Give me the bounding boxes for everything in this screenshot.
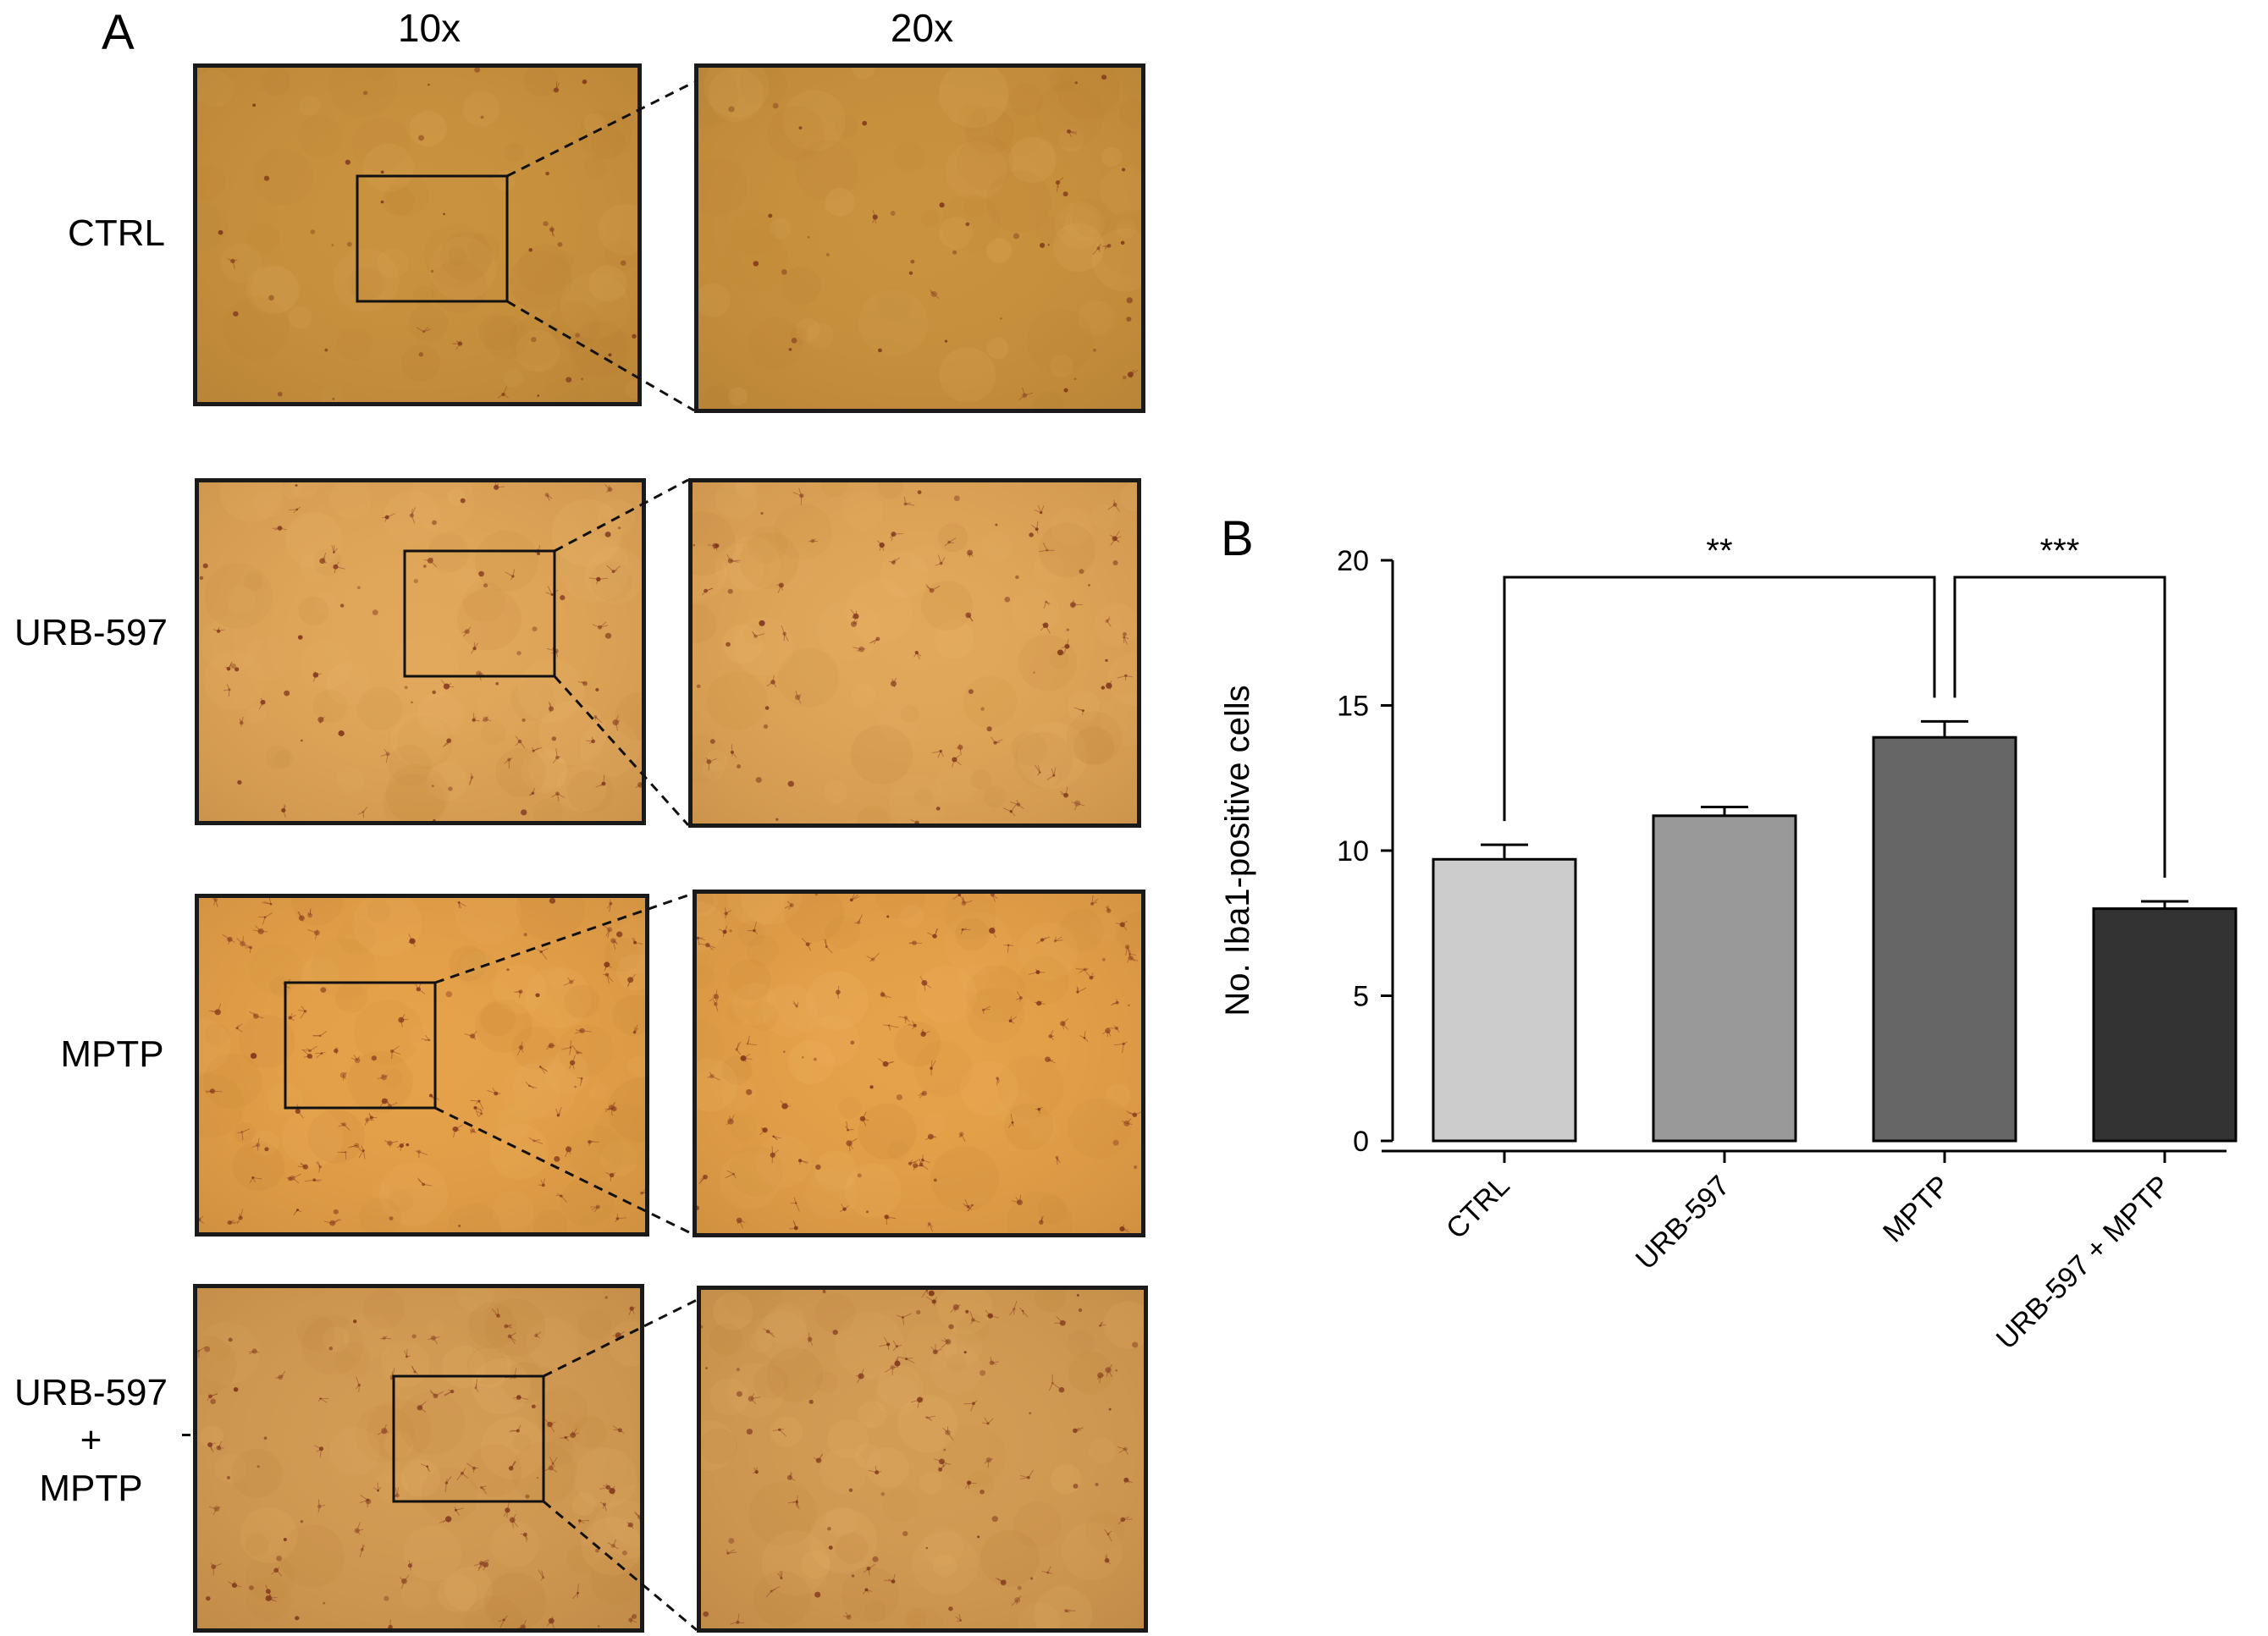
x-category-label: URB-597 xyxy=(1630,1170,1736,1276)
y-axis-title: No. Iba1-positive cells xyxy=(1219,685,1256,1016)
panel-a-letter: A xyxy=(102,5,135,60)
x-category-label: MPTP xyxy=(1877,1170,1956,1249)
zoom-connector xyxy=(543,1500,698,1632)
zoom-connector xyxy=(506,80,695,178)
x-category-label: CTRL xyxy=(1440,1170,1516,1246)
panel-b-letter: B xyxy=(1221,511,1254,566)
zoom-box-ctrl xyxy=(356,174,509,303)
row-tick-mark xyxy=(182,1434,190,1436)
zoom-connector xyxy=(506,300,695,412)
row-label-line: URB-597 xyxy=(14,1372,168,1413)
micrograph-mptp-10x xyxy=(195,894,649,1237)
row-label-line: MPTP xyxy=(60,1033,164,1075)
bar xyxy=(1652,814,1797,1143)
zoom-connector xyxy=(543,1298,698,1378)
y-tick-label: 15 xyxy=(1337,691,1369,723)
micrograph-mptp-20x xyxy=(693,890,1145,1237)
zoom-connector xyxy=(434,1106,693,1236)
row-label-urb597-mptp: URB-597 + MPTP xyxy=(0,1369,182,1512)
y-tick-label: 20 xyxy=(1337,545,1369,577)
micrograph-ctrl-20x xyxy=(694,63,1145,413)
row-label-line: + xyxy=(80,1419,102,1462)
zoom-box-urb597 xyxy=(403,549,556,678)
micrograph-urb597-mptp-20x xyxy=(697,1286,1148,1633)
bar xyxy=(2092,907,2238,1143)
micrograph-urb597-20x xyxy=(688,478,1141,828)
bar xyxy=(1432,857,1577,1143)
row-label-ctrl: CTRL xyxy=(25,210,207,257)
micrograph-ctrl-10x xyxy=(193,63,642,406)
micrograph-urb597-10x xyxy=(195,478,646,825)
row-label-line: MPTP xyxy=(39,1467,143,1509)
zoom-connector xyxy=(553,675,690,827)
y-tick-label: 0 xyxy=(1353,1126,1369,1158)
zoom-connector xyxy=(554,478,689,553)
zoom-box-mptp xyxy=(284,981,437,1110)
micrograph-urb597-mptp-10x xyxy=(193,1284,644,1633)
significance-label: *** xyxy=(2040,532,2080,570)
y-tick-label: 10 xyxy=(1337,835,1369,868)
significance-label: ** xyxy=(1706,532,1732,570)
bar xyxy=(1872,735,2017,1143)
row-label-mptp: MPTP xyxy=(21,1031,203,1078)
bar-chart: 0 5 10 15 20 No. Iba1-positive cells CTRL URB-5… xyxy=(1219,532,2238,1356)
row-label-line: URB-597 xyxy=(14,612,168,653)
x-category-label: URB-597 + MPTP xyxy=(1990,1170,2177,1356)
significance-bracket xyxy=(1503,576,1936,822)
row-label-line: CTRL xyxy=(68,212,165,254)
zoom-box-urb597-mptp xyxy=(392,1374,545,1503)
column-label-10x: 10x xyxy=(397,6,461,50)
row-label-urb597: URB-597 xyxy=(0,609,182,657)
zoom-connector xyxy=(434,892,693,984)
y-tick-label: 5 xyxy=(1353,981,1369,1013)
column-label-20x: 20x xyxy=(890,6,954,50)
significance-bracket xyxy=(1953,576,2166,879)
